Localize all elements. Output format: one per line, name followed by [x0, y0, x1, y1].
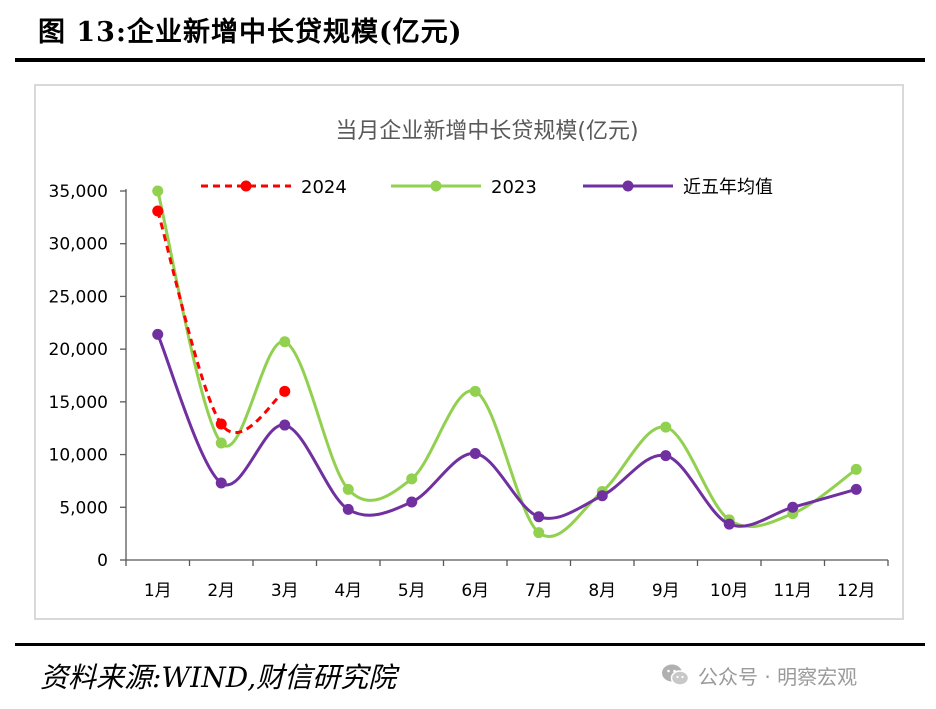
legend-marker — [622, 180, 634, 192]
chart-title: 当月企业新增中长贷规模(亿元) — [335, 119, 638, 144]
data-point-2 — [469, 448, 481, 460]
source-note: 资料来源:WIND,财信研究院 — [40, 661, 397, 694]
data-point-0 — [215, 418, 227, 430]
x-tick-label: 5月 — [398, 581, 426, 601]
data-point-1 — [469, 385, 481, 397]
data-point-2 — [533, 511, 545, 523]
watermark-text: 公众号 · 明察宏观 — [698, 664, 858, 689]
data-point-2 — [660, 450, 672, 462]
data-point-0 — [279, 385, 291, 397]
bottom-rule — [15, 643, 925, 646]
watermark: 公众号 · 明察宏观 — [660, 660, 857, 690]
x-tick-label: 12月 — [837, 581, 876, 601]
y-tick-label: 35,000 — [49, 182, 108, 202]
legend-label: 2023 — [491, 177, 537, 198]
x-tick-label: 8月 — [588, 581, 616, 601]
data-point-1 — [152, 185, 164, 197]
x-tick-label: 4月 — [334, 581, 362, 601]
y-tick-label: 5,000 — [59, 498, 108, 518]
data-point-2 — [279, 419, 291, 431]
data-point-2 — [596, 490, 608, 502]
data-point-1 — [215, 437, 227, 449]
x-tick-label: 2月 — [207, 581, 235, 601]
line-chart: 当月企业新增中长贷规模(亿元) 0 5,000 10,000 15,000 20,000 2… — [49, 119, 889, 601]
y-tick-label: 25,000 — [49, 287, 108, 307]
data-point-2 — [342, 503, 354, 515]
x-tick-label: 9月 — [652, 581, 680, 601]
y-tick-label: 10,000 — [49, 446, 108, 466]
series-line-0 — [156, 210, 286, 435]
data-point-1 — [660, 421, 672, 433]
data-point-2 — [723, 518, 735, 530]
data-point-1 — [406, 473, 418, 485]
x-tick-label: 11月 — [773, 581, 812, 601]
data-point-2 — [215, 477, 227, 489]
x-tick-label: 10月 — [710, 581, 749, 601]
x-tick-label: 1月 — [144, 581, 172, 601]
data-point-0 — [152, 205, 164, 217]
figure-title: 图 13:企业新增中长贷规模(亿元) — [38, 17, 463, 48]
chart-area: 当月企业新增中长贷规模(亿元) 0 5,000 10,000 15,000 20,000 2… — [34, 84, 904, 620]
top-rule — [15, 58, 925, 62]
legend-label: 2024 — [301, 177, 347, 198]
x-tick-label: 7月 — [525, 581, 553, 601]
y-tick-label: 30,000 — [49, 235, 108, 255]
data-point-1 — [850, 463, 862, 475]
data-point-1 — [279, 336, 291, 348]
y-tick-label: 15,000 — [49, 393, 108, 413]
data-point-1 — [342, 483, 354, 495]
wechat-icon — [662, 664, 690, 686]
series-line-2 — [156, 333, 857, 528]
legend-marker — [430, 180, 442, 192]
data-point-2 — [787, 501, 799, 513]
x-tick-label: 6月 — [461, 581, 489, 601]
x-tick-label: 3月 — [271, 581, 299, 601]
data-point-2 — [850, 483, 862, 495]
legend-label: 近五年均值 — [683, 177, 773, 198]
data-point-2 — [406, 496, 418, 508]
data-point-2 — [152, 328, 164, 340]
data-point-1 — [533, 527, 545, 539]
y-tick-label: 20,000 — [49, 340, 108, 360]
legend-marker — [240, 180, 252, 192]
y-tick-label: 0 — [97, 551, 108, 571]
